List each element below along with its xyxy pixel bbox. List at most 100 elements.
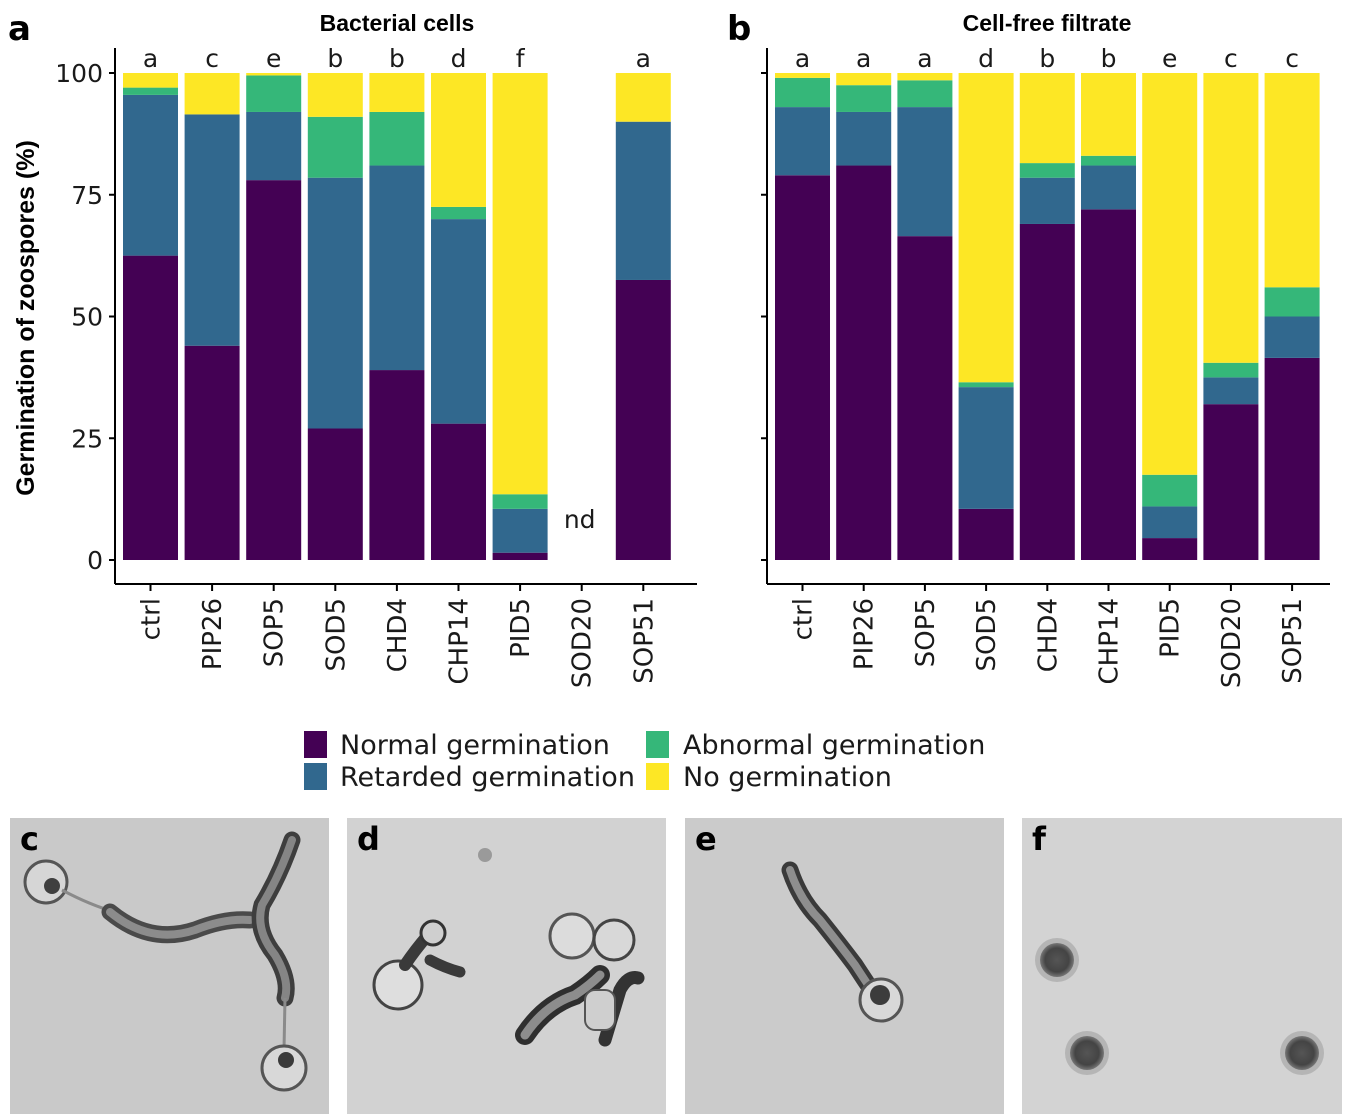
- bar-segment-retarded: [369, 165, 425, 371]
- bar-segment-retarded: [775, 107, 830, 176]
- significance-letter: a: [636, 44, 651, 73]
- significance-letter: e: [266, 44, 281, 73]
- x-tick-label: PID5: [1156, 598, 1186, 658]
- significance-letter: b: [389, 44, 405, 73]
- bar-segment-normal: [1019, 223, 1075, 560]
- significance-letter: c: [1224, 44, 1238, 73]
- bar-segment-abnormal: [431, 206, 486, 220]
- bar-segment-retarded: [123, 94, 178, 256]
- x-tick-label: SOD20: [568, 598, 598, 688]
- panel-letter-a: a: [8, 9, 31, 49]
- x-tick-label: CHP14: [1095, 598, 1125, 684]
- bar-segment-normal: [246, 180, 302, 560]
- bar-segment-retarded: [1081, 165, 1136, 210]
- panel-a-axes: 0 25 50 75 100: [55, 48, 697, 591]
- panel-letter-f: f: [1032, 820, 1047, 858]
- significance-letter: a: [917, 44, 932, 73]
- x-tick-label: PIP26: [198, 598, 228, 670]
- bar-segment-normal: [775, 175, 830, 560]
- significance-letter: e: [1162, 44, 1177, 73]
- bar-segment-none: [184, 73, 240, 115]
- bar-segment-none: [615, 73, 671, 122]
- bar-segment-none: [369, 73, 425, 112]
- legend-swatch-abnormal: [646, 731, 669, 758]
- not-determined-annotation: nd: [564, 505, 596, 534]
- bar-segment-abnormal: [307, 116, 363, 178]
- panel-a-labels: ctrl a PIP26 c SOP5 e SOD5 b CHD4 b CHP14 d PID5 f SOD…: [137, 44, 660, 688]
- bar-segment-abnormal: [958, 382, 1014, 388]
- panel-a-bars: [123, 73, 671, 560]
- x-tick-label: SOD5: [972, 598, 1002, 672]
- bar-segment-retarded: [615, 121, 671, 280]
- bar-segment-abnormal: [897, 80, 953, 108]
- x-tick-label: SOP51: [629, 598, 659, 684]
- x-tick-label: ctrl: [789, 598, 819, 640]
- abnormal-zoospore-image: [372, 848, 645, 1047]
- significance-letter: f: [516, 44, 526, 73]
- bar-segment-retarded: [1264, 316, 1320, 358]
- panel-letter-b: b: [727, 9, 751, 49]
- x-tick-label: SOD20: [1217, 598, 1247, 688]
- bar-segment-normal: [307, 428, 363, 560]
- panel-letter-d: d: [357, 820, 380, 858]
- bar-segment-retarded: [897, 107, 953, 237]
- bar-segment-none: [897, 73, 953, 81]
- bar-segment-retarded: [307, 177, 363, 429]
- ungerminated-zoospore-image: [1035, 938, 1324, 1075]
- x-tick-label: PID5: [506, 598, 536, 658]
- micrograph-e: e: [685, 818, 1004, 1114]
- x-tick-label: SOP5: [260, 598, 290, 667]
- panel-letter-e: e: [695, 820, 717, 858]
- legend-swatch-none: [646, 763, 669, 790]
- micrograph-d: d: [347, 818, 666, 1114]
- bar-segment-retarded: [1203, 377, 1259, 405]
- bar-segment-none: [958, 73, 1014, 383]
- y-axis-label: Germination of zoospores (%): [12, 140, 40, 496]
- germinated-zoospore-image: [23, 831, 308, 1092]
- panel-b-labels: ctrl a PIP26 a SOP5 a SOD5 d CHD4 b CHP14 b PID5 e SOD…: [789, 44, 1309, 688]
- panel-b-title: Cell-free filtrate: [963, 10, 1132, 36]
- micrograph-f: f: [1022, 818, 1342, 1114]
- significance-letter: b: [327, 44, 343, 73]
- bar-segment-abnormal: [836, 85, 892, 112]
- panel-b-axes: [761, 48, 1330, 591]
- legend-label-normal: Normal germination: [340, 730, 610, 761]
- significance-letter: a: [795, 44, 810, 73]
- bar-segment-none: [431, 73, 486, 207]
- x-tick-label: PIP26: [850, 598, 880, 670]
- significance-letter: c: [1285, 44, 1299, 73]
- y-tick-label: 0: [87, 546, 103, 575]
- legend-label-abnormal: Abnormal germination: [683, 730, 985, 761]
- x-tick-label: CHD4: [383, 598, 413, 672]
- legend-swatch-normal: [304, 731, 327, 758]
- bar-segment-normal: [1264, 357, 1320, 560]
- bar-segment-abnormal: [492, 494, 548, 509]
- bar-segment-retarded: [431, 219, 486, 424]
- bar-segment-retarded: [184, 114, 240, 346]
- significance-letter: d: [978, 44, 994, 73]
- bar-segment-retarded: [1142, 506, 1198, 539]
- bar-segment-none: [246, 73, 302, 76]
- bar-segment-normal: [1081, 209, 1136, 561]
- legend-label-retarded: Retarded germination: [340, 762, 635, 793]
- significance-letter: c: [205, 44, 219, 73]
- bar-segment-abnormal: [369, 111, 425, 166]
- bar-segment-abnormal: [1142, 474, 1198, 507]
- bar-segment-normal: [836, 165, 892, 560]
- bar-segment-none: [492, 73, 548, 495]
- bar-segment-none: [1142, 73, 1198, 475]
- significance-letter: b: [1039, 44, 1055, 73]
- bar-segment-abnormal: [775, 77, 830, 108]
- bar-segment-none: [836, 73, 892, 86]
- x-tick-label: SOP51: [1278, 598, 1308, 684]
- panel-b-bars: [775, 73, 1320, 561]
- y-tick-label: 100: [55, 59, 103, 88]
- bar-segment-abnormal: [246, 75, 302, 112]
- bar-segment-retarded: [958, 387, 1014, 509]
- x-tick-label: CHP14: [445, 598, 475, 684]
- micrograph-e-background: [685, 818, 1004, 1114]
- micrograph-c: c: [10, 818, 329, 1114]
- bar-segment-abnormal: [1019, 163, 1075, 178]
- x-tick-label: ctrl: [137, 598, 167, 640]
- bar-segment-normal: [958, 508, 1014, 560]
